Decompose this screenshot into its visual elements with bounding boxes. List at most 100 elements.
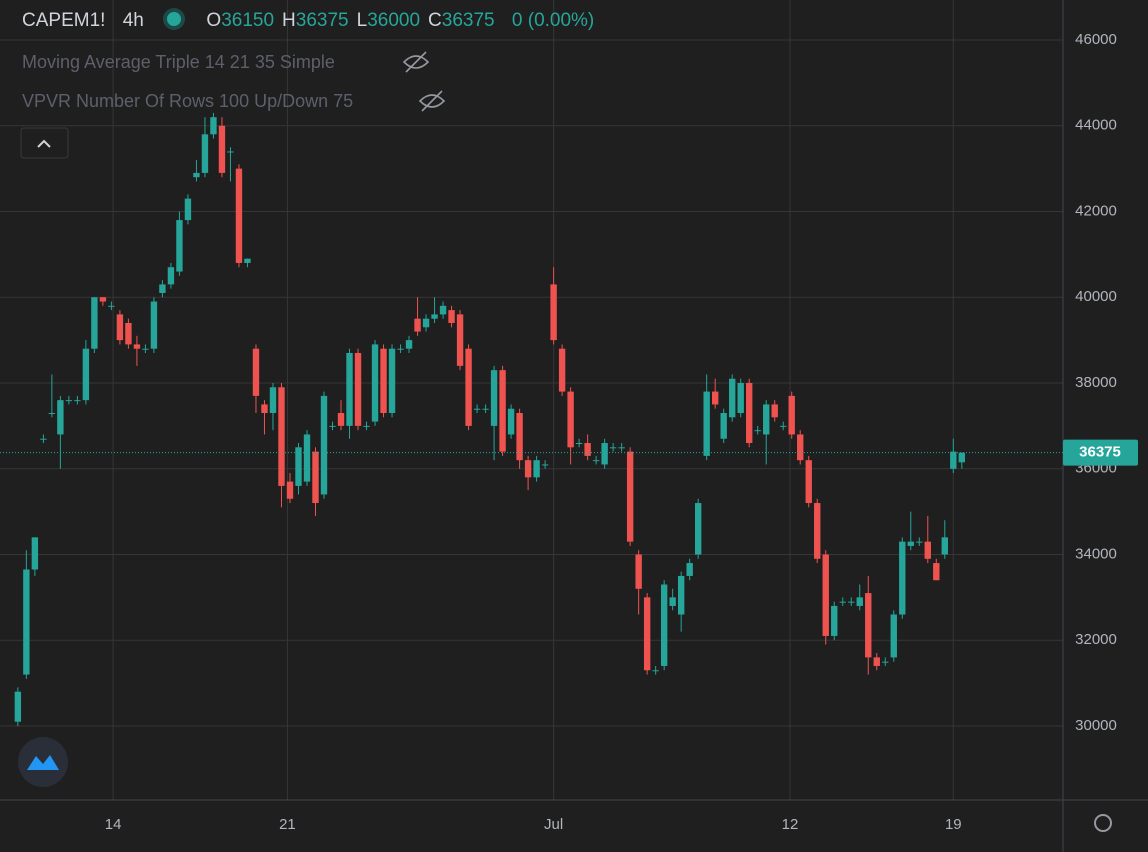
candle-body [431, 314, 438, 319]
candle-body [201, 134, 209, 173]
logo[interactable] [18, 737, 68, 787]
indicator: VPVR Number Of Rows 100 Up/Down 75 [22, 91, 354, 111]
ohlc-label: O [206, 10, 222, 31]
candle-body [899, 541, 906, 615]
candle-body [184, 198, 192, 221]
candle-body [541, 464, 549, 466]
candle-body [618, 447, 625, 449]
x-tick-label: 14 [105, 816, 122, 833]
candle-body [609, 447, 617, 449]
candle-body [23, 569, 30, 675]
candle-body [65, 400, 73, 402]
candle-body [252, 348, 260, 396]
candle-body [320, 395, 328, 495]
eye-icons [402, 51, 446, 112]
candle-body [167, 267, 175, 285]
candle-body [422, 318, 430, 328]
candle-body [533, 460, 540, 478]
candle-body [584, 443, 591, 456]
candle-body [74, 400, 81, 402]
last-price-label: 36375 [1079, 444, 1121, 461]
candle-body [235, 168, 243, 263]
candle-body [626, 451, 634, 542]
candle-body [788, 395, 795, 435]
candle-body [48, 413, 56, 415]
candle-body [805, 460, 812, 504]
ohlc-value: 36150 [221, 10, 275, 31]
indicator: Moving Average Triple 14 21 35 Simple [22, 52, 335, 72]
candle-body [950, 451, 957, 469]
candle-body [142, 348, 149, 350]
candle-body [754, 430, 761, 432]
y-tick-label: 38000 [1075, 374, 1117, 391]
x-tick-label: Jul [544, 816, 563, 833]
candle-body [465, 348, 472, 426]
candle-body [635, 554, 642, 589]
candle-body [592, 460, 600, 462]
candle-body [499, 370, 506, 452]
candle-body [448, 310, 455, 323]
candle-body [694, 503, 702, 555]
interval[interactable]: 4h [122, 10, 144, 31]
candle-body [907, 541, 914, 546]
logo-icon [27, 755, 59, 770]
collapse-button[interactable] [20, 127, 69, 159]
candle-body [890, 614, 897, 658]
candle-body [831, 605, 838, 636]
symbol[interactable]: CAPEM1! [22, 10, 106, 31]
x-tick-label: 19 [945, 816, 962, 833]
candle-body [575, 443, 583, 445]
candle-body [703, 391, 710, 456]
candle-body [660, 584, 668, 666]
candle-body [337, 413, 345, 426]
candle-body [865, 593, 872, 658]
ohlc-label: H [282, 10, 296, 31]
ohlc-value: 36375 [441, 10, 495, 31]
candle-body [193, 172, 200, 178]
candle-body [346, 352, 353, 426]
candle-body [269, 387, 277, 414]
candle-body [227, 151, 234, 153]
candle-body [380, 348, 387, 414]
y-tick-label: 46000 [1075, 31, 1117, 48]
candle-body [473, 408, 481, 410]
candle-body [780, 425, 787, 427]
status-dot [167, 12, 182, 26]
candle-body [125, 322, 132, 345]
x-tick-label: 21 [279, 816, 296, 833]
ohlc-value: 36000 [367, 10, 421, 31]
candle-body [652, 670, 659, 672]
y-tick-label: 42000 [1075, 202, 1117, 219]
candle-body [848, 601, 855, 603]
candle-body [133, 344, 141, 349]
candle-body [91, 297, 98, 349]
candle-body [882, 661, 889, 663]
candle-body [14, 691, 22, 722]
candle-body [771, 404, 778, 418]
candle-body [397, 348, 404, 350]
candle-body [354, 352, 362, 426]
candle-body [456, 314, 464, 366]
candle-body [856, 597, 863, 606]
candle-body [873, 657, 880, 666]
y-tick-label: 40000 [1075, 288, 1117, 305]
candle-body [295, 447, 302, 486]
y-tick-label: 44000 [1075, 117, 1117, 134]
candle-body [507, 408, 515, 435]
settings-icon[interactable] [1094, 814, 1112, 832]
candle-body [643, 597, 651, 671]
candle-body [31, 537, 39, 570]
candle-body [414, 318, 421, 332]
candle-body [822, 554, 829, 636]
candle-body [312, 451, 319, 504]
ohlc-label: C [428, 10, 442, 31]
candle-body [516, 413, 523, 461]
candle-body [176, 220, 183, 272]
candle-body [558, 348, 566, 392]
candle-body [108, 305, 115, 307]
candle-body [371, 344, 379, 422]
candle-body [99, 297, 107, 302]
candle-body [405, 340, 413, 349]
candle-body [329, 425, 336, 427]
